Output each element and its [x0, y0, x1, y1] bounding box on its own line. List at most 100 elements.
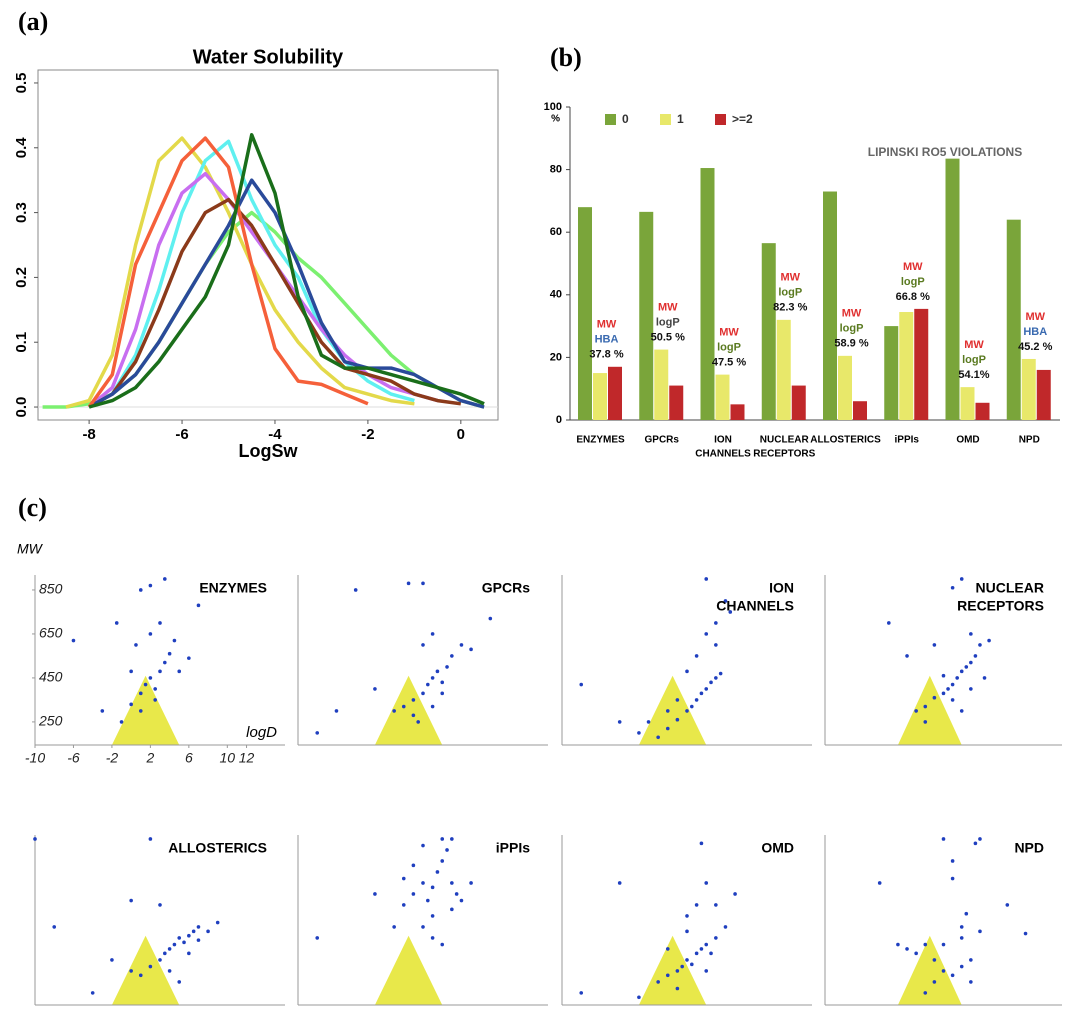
y-tick-label: 0.3 — [13, 202, 30, 223]
lipinski-region — [897, 935, 962, 1005]
point — [411, 698, 416, 702]
point — [1023, 931, 1028, 936]
legend-swatch — [605, 114, 616, 125]
point — [950, 682, 955, 687]
point — [71, 638, 76, 643]
point — [690, 962, 694, 967]
y-tick-label: 80 — [550, 164, 562, 176]
point — [163, 577, 167, 581]
bar — [823, 191, 837, 420]
point — [206, 929, 210, 934]
annotation: 50.5 % — [651, 331, 685, 343]
point — [987, 638, 991, 643]
bar — [776, 319, 791, 420]
point — [675, 717, 680, 722]
point — [177, 980, 182, 984]
legend-label: 1 — [677, 112, 684, 126]
point — [182, 940, 186, 945]
point — [950, 698, 955, 702]
point — [153, 698, 157, 702]
lipinski-region — [897, 675, 962, 745]
point — [923, 704, 928, 709]
point — [699, 841, 704, 846]
point — [680, 964, 684, 969]
point — [579, 991, 584, 995]
point — [905, 654, 909, 658]
point — [923, 991, 928, 995]
y-tick-label: 250 — [38, 713, 63, 729]
point — [167, 651, 172, 656]
point — [941, 942, 946, 947]
bar — [669, 385, 684, 420]
bar — [715, 374, 730, 420]
bar — [975, 402, 990, 420]
point — [445, 848, 449, 852]
annotation: MW — [842, 308, 862, 320]
y-tick-label: 0.2 — [13, 267, 30, 288]
plot-frame — [37, 69, 499, 421]
point — [973, 654, 978, 658]
y-tick-label: 0.4 — [13, 137, 30, 159]
point — [469, 647, 473, 652]
point — [421, 925, 425, 929]
x-tick-label: -6 — [67, 750, 80, 766]
point — [158, 669, 162, 674]
bar — [899, 312, 914, 420]
lipinski-region — [374, 675, 443, 745]
point — [704, 687, 709, 691]
point — [315, 731, 320, 735]
point — [932, 695, 937, 700]
y-tick-label: 40 — [550, 289, 562, 301]
point — [665, 709, 670, 713]
point — [941, 691, 946, 696]
point — [430, 914, 435, 918]
point — [163, 660, 167, 665]
density-line — [88, 197, 462, 409]
bar — [1036, 369, 1051, 420]
point — [153, 687, 157, 691]
annotation: 58.9 % — [834, 338, 868, 350]
x-tick-label: 6 — [185, 750, 193, 766]
x-tick-label: 0 — [457, 426, 465, 443]
point — [148, 676, 153, 680]
y-unit: % — [551, 114, 560, 125]
point — [426, 682, 430, 687]
point — [138, 709, 143, 713]
point — [656, 980, 660, 984]
annotation: MW — [964, 339, 984, 351]
point — [675, 969, 680, 973]
point — [685, 669, 689, 674]
point — [129, 969, 133, 973]
point — [709, 680, 713, 685]
point — [617, 720, 622, 724]
lipinski-region — [111, 935, 180, 1005]
point — [401, 903, 406, 907]
point — [450, 654, 454, 658]
x-tick-label: OMD — [956, 435, 979, 446]
bar — [960, 387, 975, 420]
x-tick-label: RECEPTORS — [753, 449, 815, 460]
point — [196, 925, 201, 929]
point — [450, 837, 454, 841]
point — [158, 903, 162, 907]
y-tick-label: 0 — [556, 414, 562, 426]
point — [969, 632, 973, 636]
point — [100, 709, 105, 713]
annotation: MW — [780, 272, 800, 284]
point — [699, 691, 704, 696]
bar — [639, 211, 654, 420]
point — [964, 665, 969, 669]
legend-swatch — [715, 114, 726, 125]
point — [973, 841, 978, 846]
point — [714, 903, 718, 907]
x-tick-label: 12 — [239, 750, 255, 766]
point — [675, 698, 680, 702]
point — [196, 938, 201, 942]
point — [1005, 903, 1010, 907]
point — [714, 621, 718, 625]
point — [167, 947, 172, 951]
x-tick-label: -6 — [175, 426, 188, 443]
point — [411, 713, 416, 718]
point — [450, 907, 454, 912]
